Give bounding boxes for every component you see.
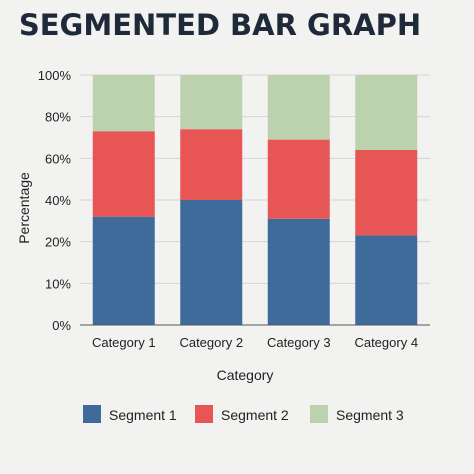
legend-swatch (195, 405, 213, 423)
bar-segment (267, 218, 330, 325)
bar-segment (180, 75, 243, 130)
y-tick-label: 0% (52, 318, 71, 333)
bars (92, 75, 418, 325)
x-tick-label: Category 1 (92, 335, 156, 350)
legend-label: Segment 2 (221, 407, 289, 423)
legend: Segment 1 Segment 2 Segment 3 (83, 405, 404, 423)
legend-label: Segment 1 (109, 407, 177, 423)
y-tick-label: 60% (45, 151, 71, 166)
bar-segment (355, 235, 418, 325)
y-tick-label: 80% (45, 110, 71, 125)
legend-swatch (310, 405, 328, 423)
x-axis-ticks: Category 1 Category 2 Category 3 Category 4 (92, 335, 418, 350)
x-tick-label: Category 3 (267, 335, 331, 350)
x-tick-label: Category 4 (354, 335, 418, 350)
y-tick-label: 40% (45, 193, 71, 208)
y-axis-label: Percentage (16, 172, 32, 244)
bar-segment (92, 75, 155, 132)
y-tick-label: 20% (45, 235, 71, 250)
bar-segment (180, 129, 243, 200)
bar-segment (267, 75, 330, 140)
x-axis-label: Category (217, 367, 274, 383)
y-axis-ticks: 0% 10% 20% 40% 60% 80% 100% (38, 68, 72, 333)
bar-segment (92, 216, 155, 325)
x-tick-label: Category 2 (179, 335, 243, 350)
bar-segment (355, 75, 418, 150)
bar-segment (92, 131, 155, 217)
legend-label: Segment 3 (336, 407, 404, 423)
legend-swatch (83, 405, 101, 423)
bar-segment (267, 139, 330, 219)
bar-segment (180, 200, 243, 325)
y-tick-label: 100% (38, 68, 72, 83)
chart-title: SEGMENTED BAR GRAPH (19, 8, 421, 42)
y-tick-label: 10% (45, 276, 71, 291)
bar-segment (355, 150, 418, 236)
